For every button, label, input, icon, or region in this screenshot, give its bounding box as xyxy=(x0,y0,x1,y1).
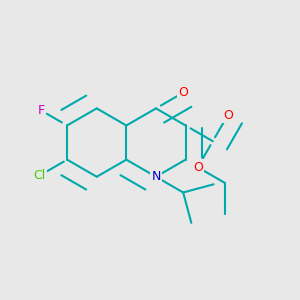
Text: Cl: Cl xyxy=(33,169,45,182)
Text: F: F xyxy=(38,104,45,117)
Text: O: O xyxy=(193,161,203,174)
Text: O: O xyxy=(178,86,188,99)
Text: O: O xyxy=(223,109,233,122)
Text: N: N xyxy=(151,170,160,183)
